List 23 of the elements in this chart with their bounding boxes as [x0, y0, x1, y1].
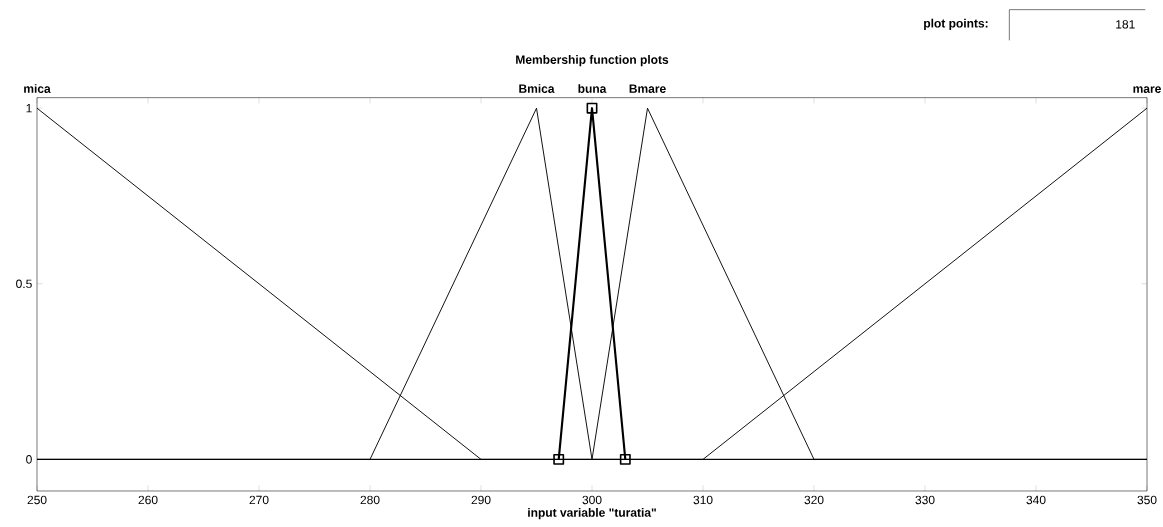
x-tick-label: 270 [249, 495, 269, 505]
x-tick-label: 330 [915, 495, 935, 505]
series-label: Bmare [629, 84, 666, 93]
y-tick-label: 0.5 [16, 279, 32, 289]
x-tick-label: 310 [693, 495, 713, 505]
x-tick-label: 260 [138, 495, 158, 505]
series-label: Bmica [519, 84, 555, 93]
y-tick-label: 1 [26, 104, 32, 113]
x-tick-label: 300 [582, 495, 602, 505]
x-tick-label: 350 [1137, 495, 1157, 505]
x-tick-label: 290 [471, 495, 491, 505]
y-tick-label: 0 [26, 455, 32, 464]
text: 181 [1116, 20, 1135, 29]
x-tick-label: 340 [1026, 495, 1046, 505]
x-tick-label: 250 [27, 495, 47, 505]
text: plot points: [924, 18, 988, 30]
series-label: mare [1133, 86, 1161, 93]
x-tick-label: 280 [360, 495, 380, 505]
series-label: buna [578, 84, 607, 93]
x-axis-title: input variable "turatia" [528, 508, 656, 520]
series-label: mica [24, 84, 51, 93]
x-tick-label: 320 [804, 495, 824, 505]
chart-title: Membership function plots [516, 55, 669, 67]
